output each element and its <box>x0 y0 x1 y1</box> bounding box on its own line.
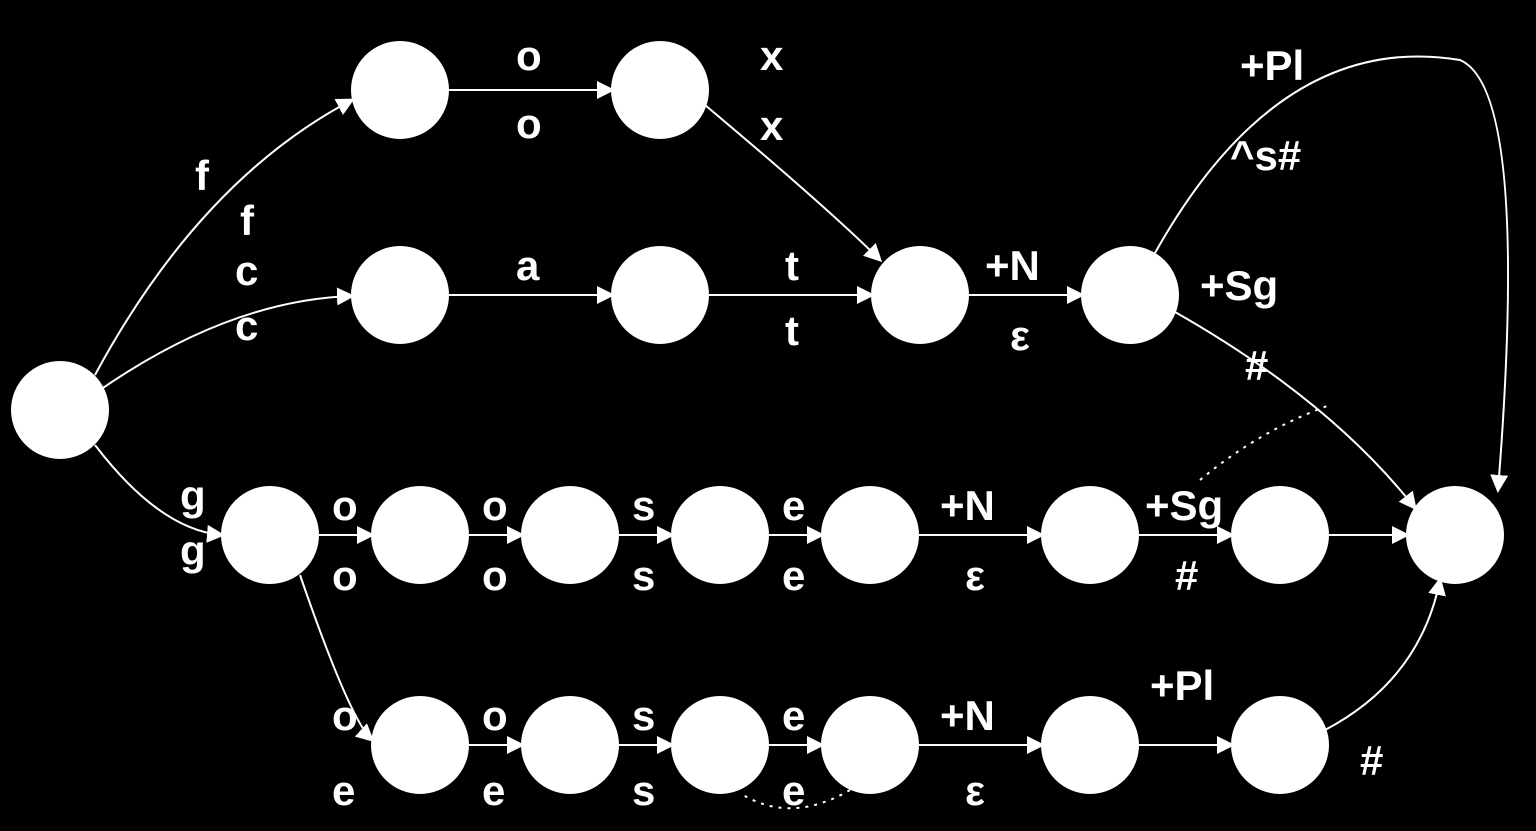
node-eo1 <box>372 697 468 793</box>
label-c-top: c <box>235 247 258 294</box>
label-sg1-top: +Sg <box>1200 262 1278 309</box>
edge-f2-merge <box>705 105 880 260</box>
node-en <box>1042 697 1138 793</box>
node-merge <box>872 247 968 343</box>
label-o1-top: o <box>516 32 542 79</box>
node-gs <box>672 487 768 583</box>
label-t-top: t <box>785 242 799 289</box>
fst-diagram: f f o o x x c c a t t +N ε +Sg # +Pl ^s#… <box>0 0 1536 831</box>
label-eo2-bot: e <box>482 767 505 814</box>
edge-epl-end <box>1325 580 1440 730</box>
label-n1-top: +N <box>985 242 1040 289</box>
label-f-top: f <box>195 152 210 199</box>
node-gsg <box>1232 487 1328 583</box>
label-epl-bot: # <box>1360 737 1383 784</box>
label-o1-bot: o <box>516 100 542 147</box>
label-gn-bot: ε <box>965 552 985 599</box>
node-c1 <box>352 247 448 343</box>
label-es-bot: s <box>632 767 655 814</box>
label-ee-bot: e <box>782 767 805 814</box>
node-go1 <box>372 487 468 583</box>
label-gsg-top: +Sg <box>1145 482 1223 529</box>
label-gs-bot: s <box>632 552 655 599</box>
node-es <box>672 697 768 793</box>
node-f2 <box>612 42 708 138</box>
edge-start-c1 <box>100 296 352 390</box>
edge-start-f1 <box>95 100 352 375</box>
edge-ntop-end-sg <box>1175 312 1415 508</box>
label-g-bot: g <box>180 527 206 574</box>
label-x-bot: x <box>760 102 784 149</box>
label-g-top data-bind: g <box>180 472 206 519</box>
label-c-bot: c <box>235 302 258 349</box>
label-a-top: a <box>516 242 540 289</box>
node-n-top <box>1082 247 1178 343</box>
node-ee <box>822 697 918 793</box>
node-gn <box>1042 487 1138 583</box>
label-sg1-bot: # <box>1245 342 1268 389</box>
label-ee-top: e <box>782 692 805 739</box>
label-pl1-bot: ^s# <box>1230 132 1301 179</box>
label-es-top: s <box>632 692 655 739</box>
label-en-top: +N <box>940 692 995 739</box>
label-x-top: x <box>760 32 784 79</box>
label-en-bot: ε <box>965 767 985 814</box>
label-t-bot: t <box>785 307 799 354</box>
label-eo1-bot: e <box>332 767 355 814</box>
label-epl-top: +Pl <box>1150 662 1214 709</box>
node-epl <box>1232 697 1328 793</box>
label-pl1-top: +Pl <box>1240 42 1304 89</box>
label-n1-bot: ε <box>1010 312 1030 359</box>
label-ge-bot: e <box>782 552 805 599</box>
label-go2-top: o <box>482 482 508 529</box>
label-go2-bot: o <box>482 552 508 599</box>
edge-dotted-up <box>1200 405 1330 480</box>
node-start <box>12 362 108 458</box>
label-go1-bot: o <box>332 552 358 599</box>
node-end <box>1407 487 1503 583</box>
node-g1 <box>222 487 318 583</box>
label-gs-top: s <box>632 482 655 529</box>
label-gsg-bot: # <box>1175 552 1198 599</box>
label-gn-top: +N <box>940 482 995 529</box>
node-eo2 <box>522 697 618 793</box>
node-f1 <box>352 42 448 138</box>
node-ge <box>822 487 918 583</box>
node-go2 <box>522 487 618 583</box>
node-c2 <box>612 247 708 343</box>
label-go1-top: o <box>332 482 358 529</box>
label-f-bot: f <box>240 197 255 244</box>
label-eo2-top: o <box>482 692 508 739</box>
label-eo1-top: o <box>332 692 358 739</box>
label-ge-top: e <box>782 482 805 529</box>
